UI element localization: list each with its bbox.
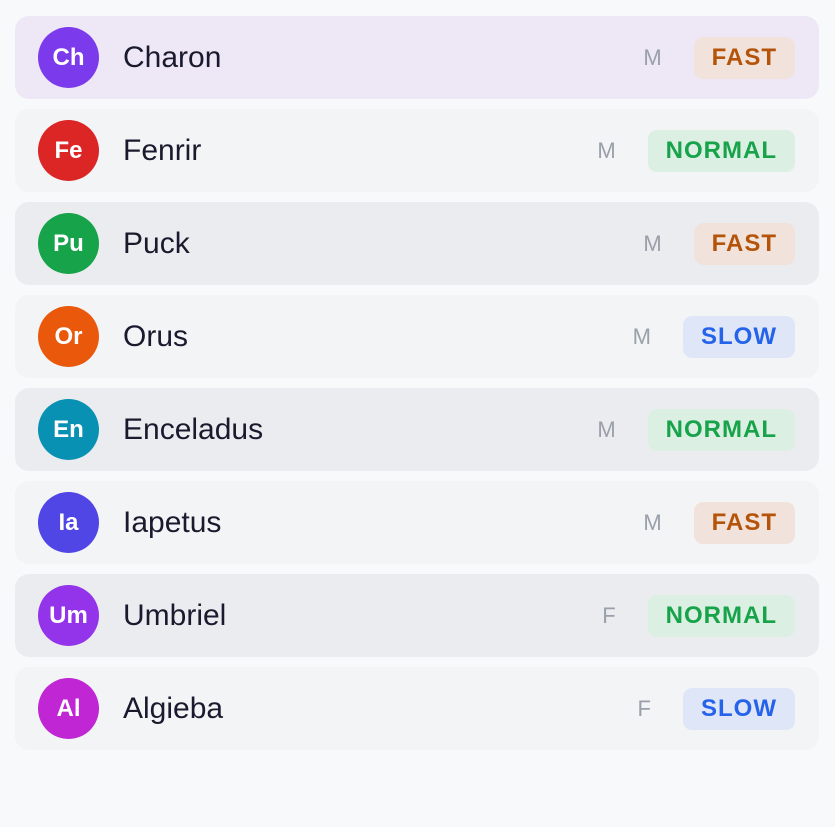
voice-avatar: Fe — [38, 120, 99, 181]
voice-gender: M — [632, 323, 651, 349]
voice-avatar: En — [38, 399, 99, 460]
speed-badge: FAST — [693, 501, 795, 544]
voice-name: Enceladus — [123, 412, 264, 446]
voice-name: Umbriel — [123, 598, 227, 632]
voice-avatar: Pu — [38, 213, 99, 274]
voice-avatar: Al — [38, 678, 99, 739]
voice-row-fenrir[interactable]: Fe Fenrir M NORMAL — [15, 109, 819, 192]
voice-row-algieba[interactable]: Al Algieba F SLOW — [15, 667, 819, 750]
voice-row-charon[interactable]: Ch Charon M FAST — [15, 16, 819, 99]
voice-gender: M — [597, 137, 616, 163]
voice-name: Puck — [123, 226, 190, 260]
voice-avatar: Ia — [38, 492, 99, 553]
voice-row-orus[interactable]: Or Orus M SLOW — [15, 295, 819, 378]
speed-badge: SLOW — [683, 687, 795, 730]
voice-name: Iapetus — [123, 505, 222, 539]
speed-badge: NORMAL — [647, 129, 795, 172]
voice-name: Orus — [123, 319, 189, 353]
speed-badge: FAST — [693, 222, 795, 265]
voice-row-puck[interactable]: Pu Puck M FAST — [15, 202, 819, 285]
voice-gender: F — [602, 602, 616, 628]
voice-avatar: Or — [38, 306, 99, 367]
speed-badge: SLOW — [683, 315, 795, 358]
voice-gender: M — [597, 416, 616, 442]
speed-badge: NORMAL — [647, 408, 795, 451]
voice-name: Charon — [123, 40, 222, 74]
voice-list: Ch Charon M FAST Fe Fenrir M NORMAL Pu P… — [15, 16, 819, 760]
voice-row-enceladus[interactable]: En Enceladus M NORMAL — [15, 388, 819, 471]
voice-name: Algieba — [123, 691, 224, 725]
voice-gender: M — [643, 44, 662, 70]
voice-avatar: Ch — [38, 27, 99, 88]
voice-name: Fenrir — [123, 133, 202, 167]
voice-gender: M — [643, 230, 662, 256]
speed-badge: NORMAL — [647, 594, 795, 637]
voice-gender: F — [637, 695, 651, 721]
speed-badge: FAST — [693, 36, 795, 79]
voice-row-umbriel[interactable]: Um Umbriel F NORMAL — [15, 574, 819, 657]
voice-avatar: Um — [38, 585, 99, 646]
voice-gender: M — [643, 509, 662, 535]
voice-row-iapetus[interactable]: Ia Iapetus M FAST — [15, 481, 819, 564]
